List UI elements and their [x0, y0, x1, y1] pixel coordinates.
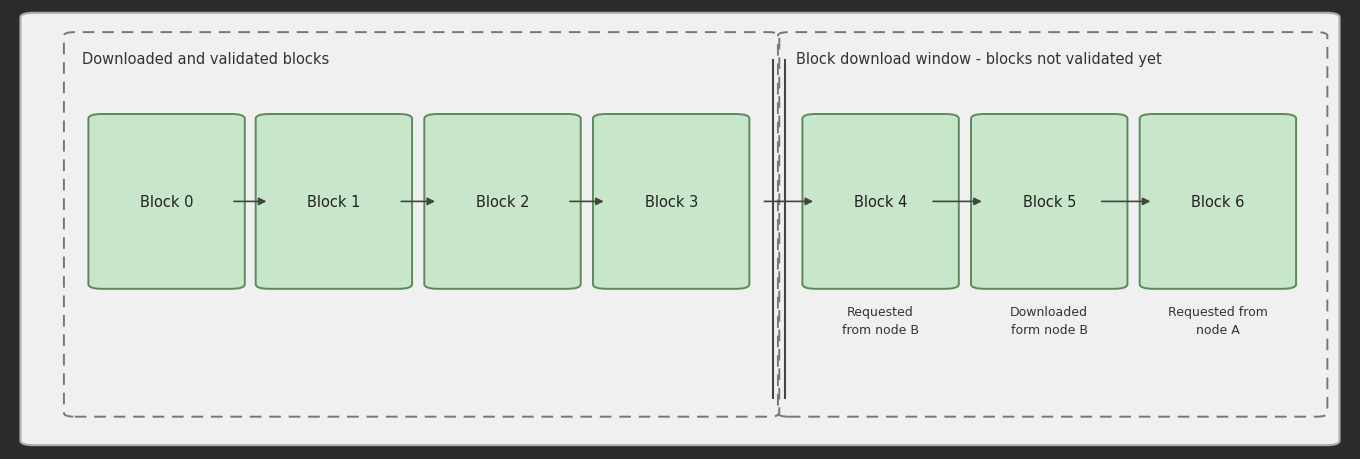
- FancyBboxPatch shape: [88, 115, 245, 289]
- Text: Block 4: Block 4: [854, 195, 907, 209]
- FancyBboxPatch shape: [593, 115, 749, 289]
- Text: Block 1: Block 1: [307, 195, 360, 209]
- Text: Block 5: Block 5: [1023, 195, 1076, 209]
- Text: Block 3: Block 3: [645, 195, 698, 209]
- Text: Downloaded
form node B: Downloaded form node B: [1010, 305, 1088, 336]
- Text: Block download window - blocks not validated yet: Block download window - blocks not valid…: [796, 51, 1161, 67]
- Text: Block 2: Block 2: [476, 195, 529, 209]
- Text: Block 0: Block 0: [140, 195, 193, 209]
- FancyBboxPatch shape: [1140, 115, 1296, 289]
- FancyBboxPatch shape: [20, 14, 1340, 445]
- FancyBboxPatch shape: [971, 115, 1127, 289]
- FancyBboxPatch shape: [802, 115, 959, 289]
- FancyBboxPatch shape: [256, 115, 412, 289]
- Text: Downloaded and validated blocks: Downloaded and validated blocks: [82, 51, 329, 67]
- FancyBboxPatch shape: [424, 115, 581, 289]
- Text: Block 6: Block 6: [1191, 195, 1244, 209]
- Text: Requested from
node A: Requested from node A: [1168, 305, 1268, 336]
- Text: Requested
from node B: Requested from node B: [842, 305, 919, 336]
